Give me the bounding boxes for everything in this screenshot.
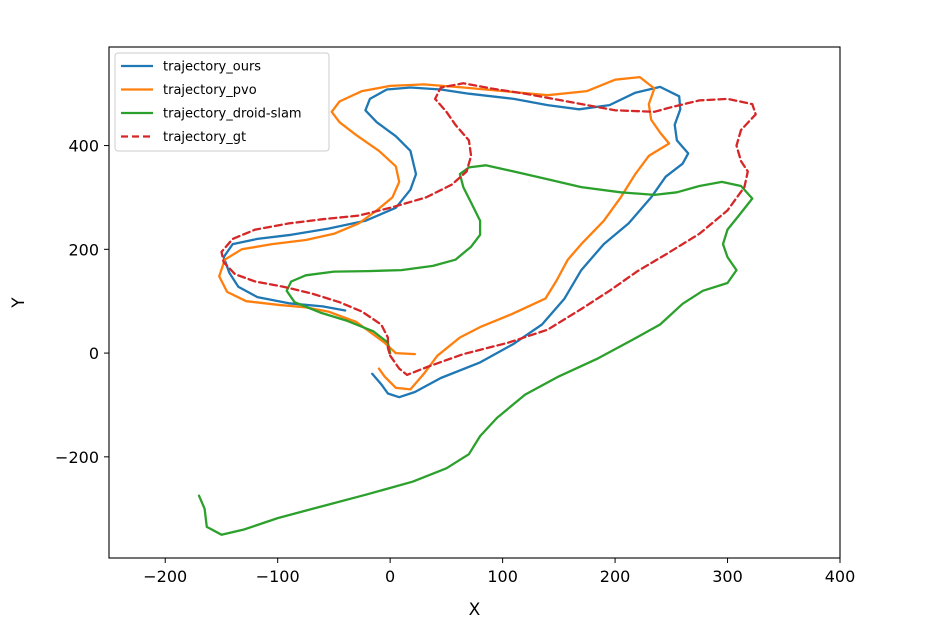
x-tick-label: 300 [712,567,743,586]
y-tick-label: 0 [89,344,99,363]
legend-label-trajectory-ours: trajectory_ours [163,60,261,75]
y-axis-label: Y [9,297,29,309]
y-tick-label: 200 [68,240,99,259]
x-tick-label: 400 [825,567,856,586]
series-line-trajectory-ours [222,85,690,399]
legend-frame [114,52,330,152]
x-tick-label: −200 [143,567,187,586]
y-tick-label: 400 [68,137,99,156]
plot-frame [108,46,841,559]
x-tick-label: 100 [487,567,518,586]
series-line-trajectory-gt [220,82,757,377]
series-line-trajectory-droid-slam [197,164,754,536]
x-tick-label: 200 [600,567,631,586]
x-axis-label: X [469,600,481,620]
ticks-layer: −200 −100 0 100 200 300 400 −200 0 200 400 [55,137,855,586]
x-tick-label: 0 [385,567,395,586]
legend: trajectory_ours trajectory_pvo trajectory_… [114,52,330,152]
x-tick-label: −100 [256,567,300,586]
legend-label-trajectory-gt: trajectory_gt [163,130,246,145]
y-tick-label: −200 [55,448,99,467]
series-layer [197,75,757,536]
legend-label-trajectory-pvo: trajectory_pvo [163,83,257,98]
legend-label-trajectory-droid-slam: trajectory_droid-slam [163,107,302,122]
